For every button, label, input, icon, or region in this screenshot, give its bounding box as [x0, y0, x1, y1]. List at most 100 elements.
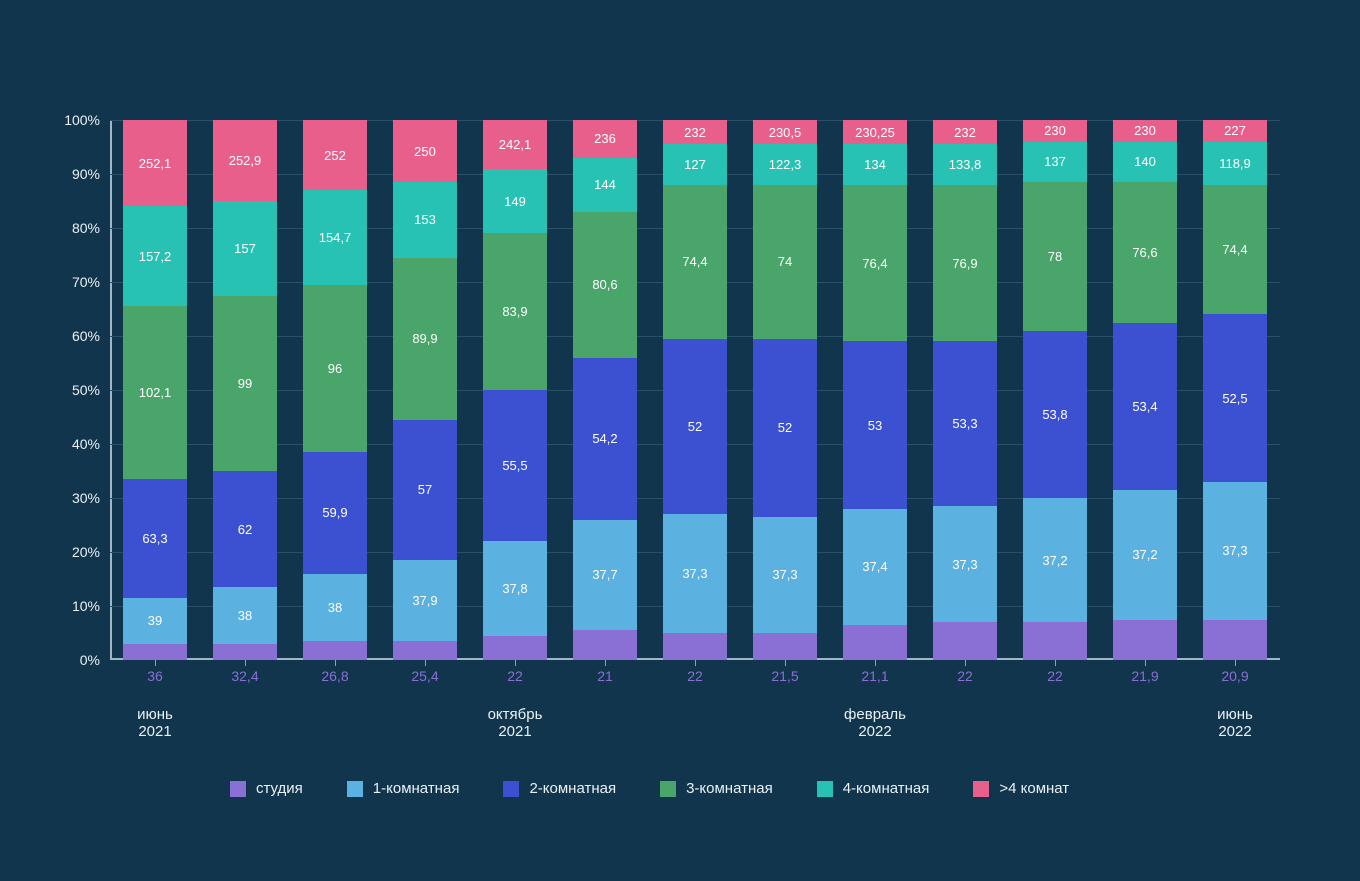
legend-swatch	[660, 781, 676, 797]
bar-segment-r2: 59,9	[303, 452, 368, 574]
bar-value-label: 55,5	[502, 459, 527, 472]
bar-value-label: 39	[148, 614, 162, 627]
x-tick	[1235, 660, 1236, 666]
bar-value-label: 74,4	[682, 255, 707, 268]
bar-value-label: 89,9	[412, 332, 437, 345]
x-below-label: 32,4	[213, 668, 278, 684]
bar-segment-r2: 52	[663, 339, 728, 515]
bar-segment-studio	[123, 644, 188, 660]
bar-segment-r2: 63,3	[123, 479, 188, 598]
bar-value-label: 157	[234, 242, 256, 255]
bar-value-label: 76,4	[862, 257, 887, 270]
x-tick	[515, 660, 516, 666]
x-tick	[875, 660, 876, 666]
y-tick-label: 40%	[72, 436, 100, 452]
bar-column: 37,352,574,4118,922720,9	[1203, 120, 1268, 660]
bar-value-label: 133,8	[949, 158, 982, 171]
bar-segment-r5: 230	[1023, 120, 1088, 142]
bar-segment-studio	[753, 633, 818, 660]
bar-segment-r5: 230,5	[753, 120, 818, 144]
bar-segment-r2: 53,3	[933, 341, 998, 506]
bar-value-label: 230	[1134, 124, 1156, 137]
legend-item-studio: студия	[230, 780, 303, 797]
bar-value-label: 230,5	[769, 126, 802, 139]
bar-segment-r1: 37,9	[393, 560, 458, 641]
legend: студия1-комнатная2-комнатная3-комнатная4…	[230, 780, 1069, 797]
bar-segment-r4: 153	[393, 182, 458, 258]
bar-value-label: 76,6	[1132, 246, 1157, 259]
bar-segment-r2: 57	[393, 420, 458, 560]
bar-value-label: 52	[778, 421, 792, 434]
bar-value-label: 232	[954, 126, 976, 139]
bar-value-label: 252,9	[229, 154, 262, 167]
bar-segment-r2: 52,5	[1203, 314, 1268, 481]
bar-value-label: 37,9	[412, 594, 437, 607]
bar-value-label: 78	[1048, 250, 1062, 263]
bar-value-label: 59,9	[322, 506, 347, 519]
y-tick-label: 70%	[72, 274, 100, 290]
bar-column: 37,754,280,614423621	[573, 120, 638, 660]
bar-segment-r3: 80,6	[573, 212, 638, 358]
x-tick	[425, 660, 426, 666]
bar-value-label: 134	[864, 158, 886, 171]
bar-segment-r4: 118,9	[1203, 142, 1268, 185]
bar-segment-r5: 250	[393, 120, 458, 182]
bar-segment-r3: 76,9	[933, 185, 998, 342]
bar-segment-r3: 76,4	[843, 185, 908, 342]
bar-value-label: 63,3	[142, 532, 167, 545]
bar-value-label: 74	[778, 255, 792, 268]
bar-value-label: 53,4	[1132, 400, 1157, 413]
bar-segment-r5: 252,1	[123, 120, 188, 206]
bar-segment-r5: 230	[1113, 120, 1178, 142]
legend-swatch	[817, 781, 833, 797]
bar-segment-r4: 137	[1023, 142, 1088, 183]
bar-segment-r2: 53,4	[1113, 323, 1178, 490]
bar-value-label: 80,6	[592, 278, 617, 291]
bar-column: 37,95789,915325025,4	[393, 120, 458, 660]
bar-segment-r4: 144	[573, 158, 638, 212]
legend-swatch	[973, 781, 989, 797]
bar-segment-r1: 37,3	[1203, 482, 1268, 620]
bar-segment-r2: 54,2	[573, 358, 638, 520]
bar-value-label: 83,9	[502, 305, 527, 318]
bar-segment-studio	[1203, 620, 1268, 661]
legend-label: 1-комнатная	[373, 780, 460, 797]
bar-value-label: 96	[328, 362, 342, 375]
bar-segment-r4: 149	[483, 169, 548, 234]
bar-segment-r3: 89,9	[393, 258, 458, 420]
bar-segment-r3: 99	[213, 296, 278, 472]
bar-column: 386299157252,932,4	[213, 120, 278, 660]
bar-segment-studio	[213, 644, 278, 660]
x-tick	[1145, 660, 1146, 666]
bar-column: 37,253,87813723022	[1023, 120, 1088, 660]
bar-segment-studio	[663, 633, 728, 660]
bar-segment-r4: 122,3	[753, 144, 818, 185]
bar-segment-r5: 227	[1203, 120, 1268, 142]
bar-value-label: 227	[1224, 124, 1246, 137]
y-tick-label: 30%	[72, 490, 100, 506]
bar-value-label: 37,3	[952, 558, 977, 571]
bar-value-label: 118,9	[1219, 157, 1251, 170]
bar-segment-studio	[483, 636, 548, 660]
bar-value-label: 127	[684, 158, 706, 171]
bar-segment-r3: 74,4	[663, 185, 728, 339]
bar-value-label: 37,3	[772, 568, 797, 581]
bar-value-label: 52,5	[1222, 392, 1247, 405]
x-major-label: февраль 2022	[815, 706, 935, 740]
bar-segment-studio	[573, 630, 638, 660]
legend-item-r1: 1-комнатная	[347, 780, 460, 797]
bar-segment-r4: 157,2	[123, 206, 188, 306]
bar-value-label: 57	[418, 483, 432, 496]
bar-segment-r2: 55,5	[483, 390, 548, 541]
x-below-label: 25,4	[393, 668, 458, 684]
bar-column: 37,35274122,3230,521,5	[753, 120, 818, 660]
y-tick-label: 80%	[72, 220, 100, 236]
x-tick	[785, 660, 786, 666]
bar-value-label: 52	[688, 420, 702, 433]
bar-value-label: 37,4	[862, 560, 887, 573]
legend-label: 3-комнатная	[686, 780, 773, 797]
bar-value-label: 54,2	[592, 432, 617, 445]
bar-value-label: 140	[1134, 155, 1156, 168]
bar-segment-studio	[843, 625, 908, 660]
bar-value-label: 157,2	[139, 250, 172, 263]
